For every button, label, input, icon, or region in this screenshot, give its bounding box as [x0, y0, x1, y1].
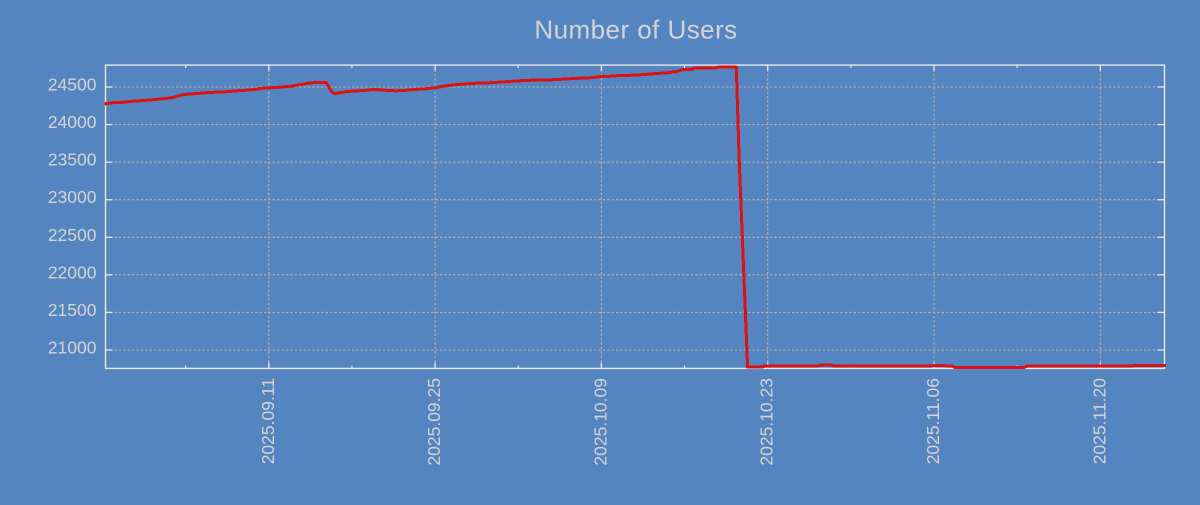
svg-text:23000: 23000	[48, 187, 97, 207]
svg-text:24500: 24500	[48, 75, 97, 95]
svg-text:Number of Users: Number of Users	[534, 15, 737, 45]
svg-text:22500: 22500	[48, 225, 97, 245]
svg-text:23500: 23500	[48, 150, 97, 170]
svg-text:2025.11.06: 2025.11.06	[923, 378, 943, 464]
svg-text:2025.11.20: 2025.11.20	[1089, 378, 1109, 465]
svg-text:2025.09.25: 2025.09.25	[424, 378, 444, 466]
svg-text:2025.09.11: 2025.09.11	[258, 378, 278, 464]
svg-text:21500: 21500	[48, 300, 97, 320]
svg-text:2025.10.23: 2025.10.23	[757, 378, 777, 466]
svg-text:24000: 24000	[48, 112, 97, 132]
svg-text:2025.10.09: 2025.10.09	[590, 378, 610, 466]
svg-text:21000: 21000	[48, 337, 97, 357]
svg-text:22000: 22000	[48, 262, 97, 282]
